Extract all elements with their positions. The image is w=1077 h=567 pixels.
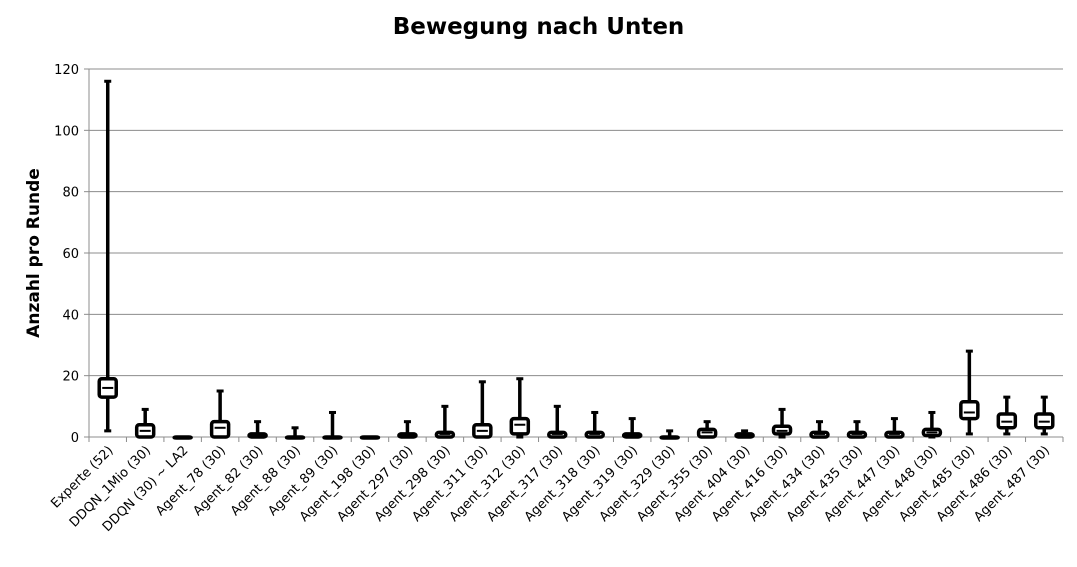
y-tick-label: 120 xyxy=(54,63,79,78)
box-plot-item xyxy=(996,395,1018,436)
box-plot-item xyxy=(359,435,381,440)
box-plot-item xyxy=(696,420,718,439)
y-tick-label: 100 xyxy=(54,124,79,139)
box-plot-item xyxy=(959,349,980,436)
box-plot-item xyxy=(397,420,418,439)
y-axis-label: Anzahl pro Runde xyxy=(24,168,44,338)
box-plot-item xyxy=(547,404,568,439)
y-tick-label: 40 xyxy=(62,308,79,323)
box-plot-item xyxy=(172,435,193,440)
box-plot-item xyxy=(434,404,456,439)
box-plot-item xyxy=(209,389,231,439)
iqr-box xyxy=(959,399,980,421)
box-plot-item xyxy=(771,407,793,439)
boxes xyxy=(97,79,1055,440)
box-plot-item xyxy=(884,417,905,439)
box-plot-item xyxy=(584,410,605,439)
y-tick-label: 60 xyxy=(62,247,79,262)
iqr-box xyxy=(509,416,531,436)
box-plot-item xyxy=(846,420,868,439)
box-plot-item xyxy=(509,377,531,439)
chart-title: Bewegung nach Unten xyxy=(392,14,685,40)
iqr-box xyxy=(209,419,231,439)
y-tick-label: 80 xyxy=(62,186,79,201)
y-tick-label: 0 xyxy=(71,431,79,446)
box-plot-item xyxy=(134,407,156,439)
box-plot-item xyxy=(1034,395,1055,436)
box-plot-item xyxy=(809,420,830,439)
box-plot-item xyxy=(659,429,680,440)
box-plot-item xyxy=(322,410,343,440)
box-plot-item xyxy=(621,417,643,439)
box-plot-item xyxy=(921,410,943,439)
box-plot-item xyxy=(734,429,755,439)
box-plot-item xyxy=(97,79,118,433)
box-plot-item xyxy=(472,380,493,439)
y-tick-label: 20 xyxy=(62,370,79,385)
box-plot-item xyxy=(284,426,306,440)
axes xyxy=(84,68,1064,442)
box-plot-item xyxy=(247,420,268,439)
gridlines xyxy=(89,68,1063,377)
